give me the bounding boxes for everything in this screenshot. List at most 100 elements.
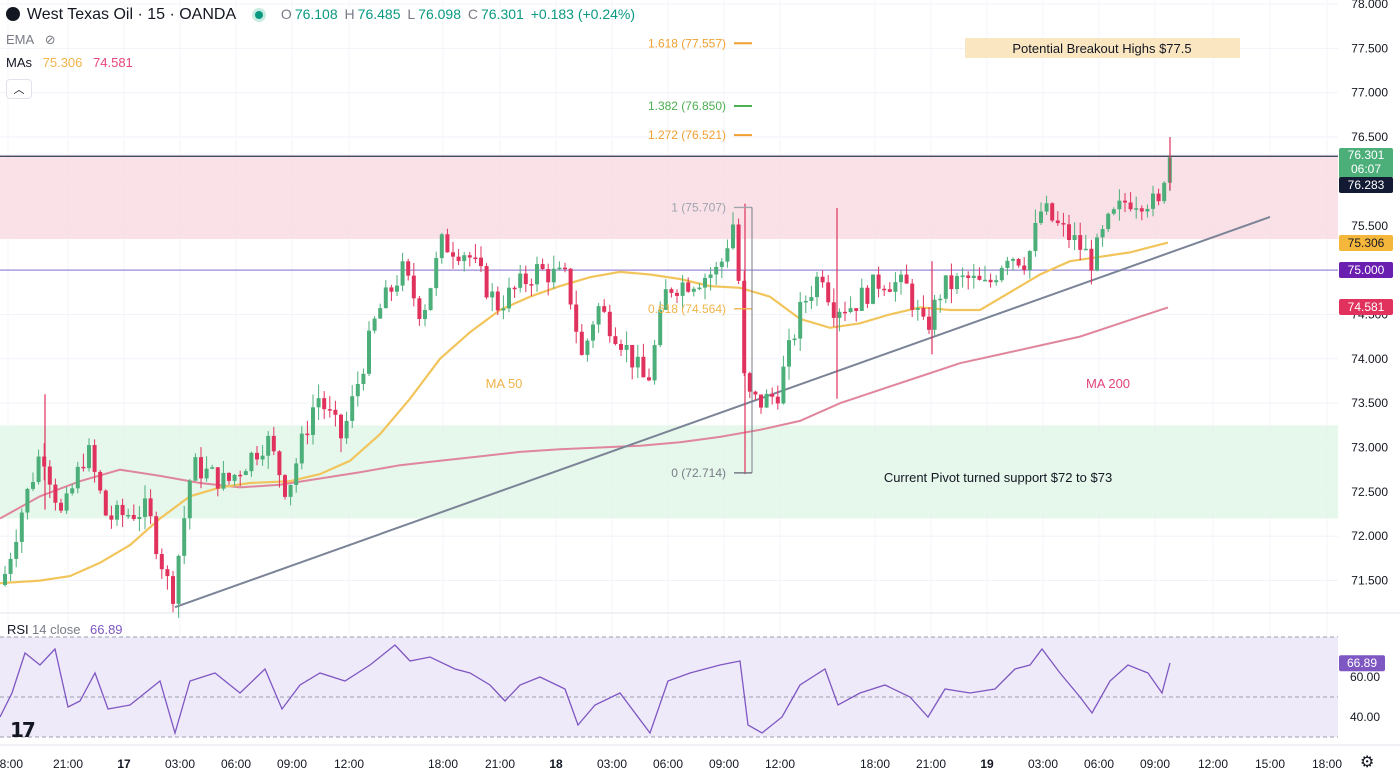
candle-body [1078,235,1083,250]
candle-body [658,309,663,346]
candle-body [1027,251,1032,271]
candle-body [983,279,987,282]
candle-body [999,267,1004,281]
candle-body [848,308,853,313]
candle-body [843,311,847,314]
time-axis[interactable]: 18:00 21:00 17 03:00 06:00 09:00 12:00 18:00 21:… [0,757,1342,771]
ma200-value: 74.581 [93,55,133,70]
breakout-label: Potential Breakout Highs $77.5 [1012,41,1191,56]
price-tick-label: 78.000 [1351,0,1388,11]
candle-body [327,409,332,411]
candle-body [227,472,231,481]
candle-body [938,298,943,301]
symbol-title[interactable]: West Texas Oil · 15 · OANDA [26,6,237,23]
candle-body [367,330,371,374]
candle-body [243,471,248,476]
time-tick-label: 21:00 [485,757,515,771]
time-tick-label: 09:00 [277,757,307,771]
ema-legend[interactable]: EMA ⊘ [6,32,56,47]
candle-body [3,573,7,585]
time-tick-label: 17 [117,757,131,771]
candle-body [187,480,192,519]
candle-body [131,514,136,520]
eye-hidden-icon[interactable]: ⊘ [44,32,56,47]
candle-body [1111,209,1116,214]
ma50-value: 75.306 [42,55,83,70]
price-tag-text: 75.306 [1348,236,1385,250]
candle-body [551,268,556,283]
candle-body [927,316,931,330]
candle-body [1117,200,1122,210]
mas-legend[interactable]: MAs 75.306 74.581 [6,55,133,70]
candle-body [971,275,976,278]
candle-body [1134,208,1139,210]
candle-body [686,282,691,292]
low-value: 76.098 [418,6,461,22]
time-tick-label: 18 [549,757,563,771]
candle-body [1139,208,1144,212]
candle-body [383,287,388,309]
candle-body [389,287,394,292]
candle-body [602,306,607,312]
candle-body [915,308,920,310]
candle-body [115,504,119,520]
candle-body [960,275,965,277]
candle-body [451,252,455,257]
candle-body [53,484,58,503]
candle-body [467,255,472,258]
candle-body [1162,182,1167,202]
time-tick-label: 18:00 [0,757,23,771]
candle-body [47,466,52,485]
candle-body [238,474,243,477]
candle-body [697,287,702,290]
candle-body [428,288,433,310]
close-value: 76.301 [481,6,524,22]
rsi-label: RSI [7,622,29,637]
price-axis[interactable]: 78.00077.50077.00076.50076.00075.50075.0… [1350,0,1388,724]
candle-body [109,515,114,520]
price-tag [1339,148,1393,178]
candle-body [355,383,360,397]
candle-body [708,274,713,278]
fib-level-label: 0 (72.714) [671,466,726,480]
candle-body [36,456,41,483]
rsi-pane: RSI 14 close 66.89 [0,622,1338,738]
candle-body [1083,248,1088,251]
candle-body [1156,193,1161,202]
candle-body [378,308,383,319]
price-tick-label: 77.500 [1351,41,1388,55]
ma50-line [0,241,1169,585]
gear-icon[interactable]: ⚙ [1360,754,1375,771]
candle-body [871,274,875,304]
candle-body [781,366,786,404]
candle-body [423,309,427,319]
candle-body [288,485,293,497]
candle-body [120,504,125,516]
price-tick-label: 72.000 [1351,529,1388,543]
price-tag [1339,299,1393,315]
candle-body [714,266,719,275]
candle-body [350,396,355,421]
chevron-up-icon: ︿ [13,84,25,96]
candle-body [1011,258,1015,261]
candle-body [652,345,657,381]
trendline[interactable] [174,215,1271,609]
candle-body [210,467,215,469]
rsi-tick-label: 40.00 [1350,710,1380,724]
candle-body [333,409,338,415]
candle-body [921,308,926,317]
candle-body [1005,260,1010,268]
collapse-legend-button[interactable]: ︿ [6,79,32,99]
candle-body [479,257,483,267]
fib-level-label: 0.618 (74.564) [648,302,726,316]
candle-body [1016,258,1021,266]
candle-body [837,311,842,318]
candle-body [87,445,91,469]
candle-body [260,455,265,460]
candle-body [266,435,271,456]
candle-body [462,255,467,262]
time-tick-label: 06:00 [221,757,251,771]
candle-body [159,554,164,570]
